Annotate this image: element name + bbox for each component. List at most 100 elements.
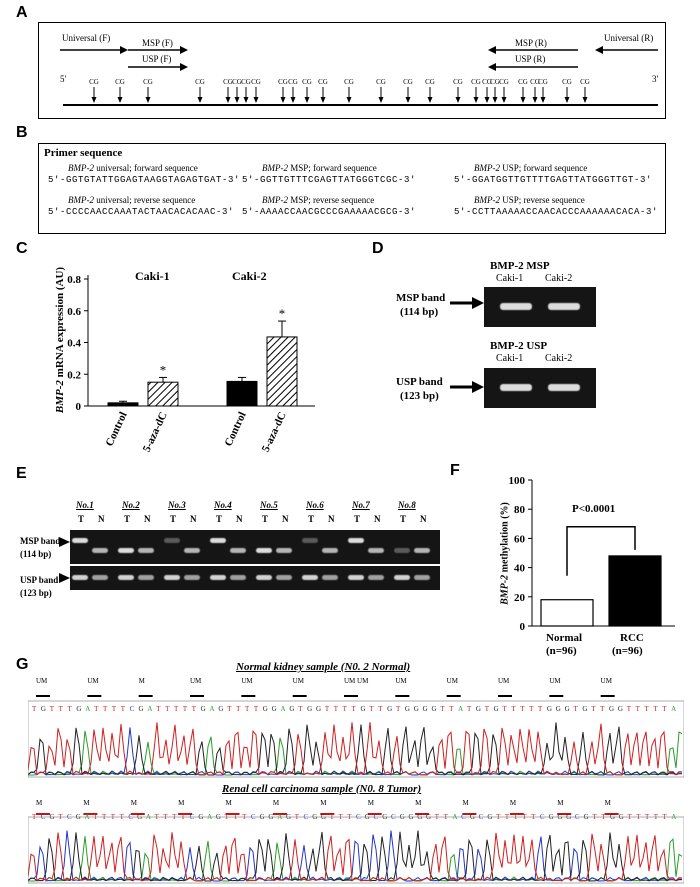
- msp-band: [368, 548, 384, 553]
- primer-desc: BMP-2 universal; reverse sequence: [68, 195, 195, 205]
- msp-band-caki2: [548, 303, 580, 310]
- cg-arrowhead-icon: [253, 97, 259, 103]
- tumor-usp-gel: [70, 566, 440, 590]
- methylation-mark: UM: [395, 677, 407, 685]
- cg-label: CG: [344, 78, 354, 86]
- base-call: T: [520, 705, 525, 713]
- usp-band: [276, 575, 292, 580]
- lane-n-label: N: [328, 514, 335, 524]
- cg-arrowhead-icon: [540, 97, 546, 103]
- y-tick-label: 0: [520, 621, 526, 633]
- sample-label: No.3: [168, 500, 186, 510]
- cg-label: CG: [195, 78, 205, 86]
- sample-label: No.1: [76, 500, 94, 510]
- base-call: T: [600, 705, 605, 713]
- base-call: G: [41, 705, 46, 713]
- usp-arrow-icon: [450, 381, 484, 393]
- y-axis-rest-f: methylation (%): [499, 502, 511, 575]
- usp-band: [322, 575, 338, 580]
- usp-band: [368, 575, 384, 580]
- usp-r-label: USP (R): [515, 54, 546, 64]
- cat-rcc-n: (n=96): [612, 645, 643, 657]
- base-call: G: [582, 705, 587, 713]
- trace-frame: [28, 700, 684, 778]
- trace-G: [28, 722, 683, 776]
- base-call: G: [414, 705, 419, 713]
- usp-band: [164, 575, 180, 580]
- methylation-mark: M: [178, 799, 185, 807]
- cg-arrowhead-icon: [197, 97, 203, 103]
- msp-band: [164, 538, 180, 543]
- cg-arrowhead-icon: [484, 97, 490, 103]
- tumor-trace-title: Renal cell carcinoma sample (N0. 8 Tumor…: [222, 783, 422, 795]
- y-tick-label: 80: [514, 504, 526, 516]
- cg-arrowhead-icon: [492, 97, 498, 103]
- cg-label: CG: [580, 78, 590, 86]
- methylation-mark: UM: [190, 677, 202, 685]
- e-usp-band-size: (123 bp): [20, 588, 52, 598]
- base-call: T: [467, 705, 472, 713]
- usp-gel-image: [484, 368, 596, 408]
- sample-label: No.8: [398, 500, 416, 510]
- universal-r-label: Universal (R): [604, 33, 654, 43]
- y-tick-label: 0: [76, 401, 82, 413]
- cg-arrowhead-icon: [145, 97, 151, 103]
- usp-band: [302, 575, 318, 580]
- cg-arrowhead-icon: [405, 97, 411, 103]
- methylation-mark: M: [510, 799, 517, 807]
- cg-label: CG: [288, 78, 298, 86]
- y-tick-label: 40: [514, 563, 526, 575]
- base-call: G: [76, 705, 81, 713]
- lane-n-label: N: [374, 514, 381, 524]
- base-call: T: [121, 705, 126, 713]
- usp-lane-caki2: Caki-2: [545, 353, 573, 364]
- usp-band: [256, 575, 272, 580]
- base-call: T: [591, 705, 596, 713]
- bar-caki-1-0: [107, 402, 139, 407]
- methylation-mark: UM: [36, 677, 48, 685]
- msp-band: [118, 548, 134, 553]
- cg-label: CG: [223, 78, 233, 86]
- msp-band-size: (114 bp): [400, 306, 439, 318]
- base-call: T: [94, 705, 99, 713]
- y-tick-label: 0.4: [67, 338, 81, 350]
- primer-gene: BMP-2: [474, 163, 500, 173]
- usp-band: [394, 575, 410, 580]
- y-tick-label: 0.6: [67, 306, 81, 318]
- msp-band: [210, 538, 226, 543]
- base-call: G: [618, 705, 623, 713]
- cg-label: CG: [482, 78, 492, 86]
- base-call: G: [547, 705, 552, 713]
- methylation-mark: M: [131, 799, 138, 807]
- base-call: A: [210, 705, 215, 713]
- primer-grid: BMP-2 universal; forward sequence 5'-GGTG…: [44, 163, 662, 229]
- msp-band: [138, 548, 154, 553]
- methylation-mark: M: [139, 677, 146, 685]
- base-call: G: [263, 705, 268, 713]
- e-msp-band-label: MSP band: [20, 536, 61, 546]
- base-call: T: [103, 705, 108, 713]
- e-usp-arrow-icon: [59, 573, 70, 583]
- base-call: G: [272, 705, 277, 713]
- sample-label: No.4: [214, 500, 232, 510]
- base-call: T: [325, 705, 330, 713]
- msp-band: [414, 548, 430, 553]
- usp-band: [92, 575, 108, 580]
- msp-lane-caki1: Caki-1: [496, 273, 524, 284]
- group-label-caki1: Caki-1: [135, 269, 170, 283]
- sample-label: No.7: [352, 500, 370, 510]
- methylation-mark: M: [368, 799, 375, 807]
- panel-label-d: D: [372, 240, 384, 257]
- y-tick-label: 0.2: [67, 369, 81, 381]
- base-call: T: [174, 705, 179, 713]
- base-call: G: [289, 705, 294, 713]
- base-call: T: [511, 705, 516, 713]
- base-call: T: [227, 705, 232, 713]
- gene-map-box: [38, 22, 666, 119]
- msp-band: [92, 548, 108, 553]
- msp-band: [276, 548, 292, 553]
- sample-label: No.2: [122, 500, 140, 510]
- bar-caki-2-2: [226, 380, 258, 407]
- base-call: T: [236, 705, 241, 713]
- cg-arrowhead-icon: [427, 97, 433, 103]
